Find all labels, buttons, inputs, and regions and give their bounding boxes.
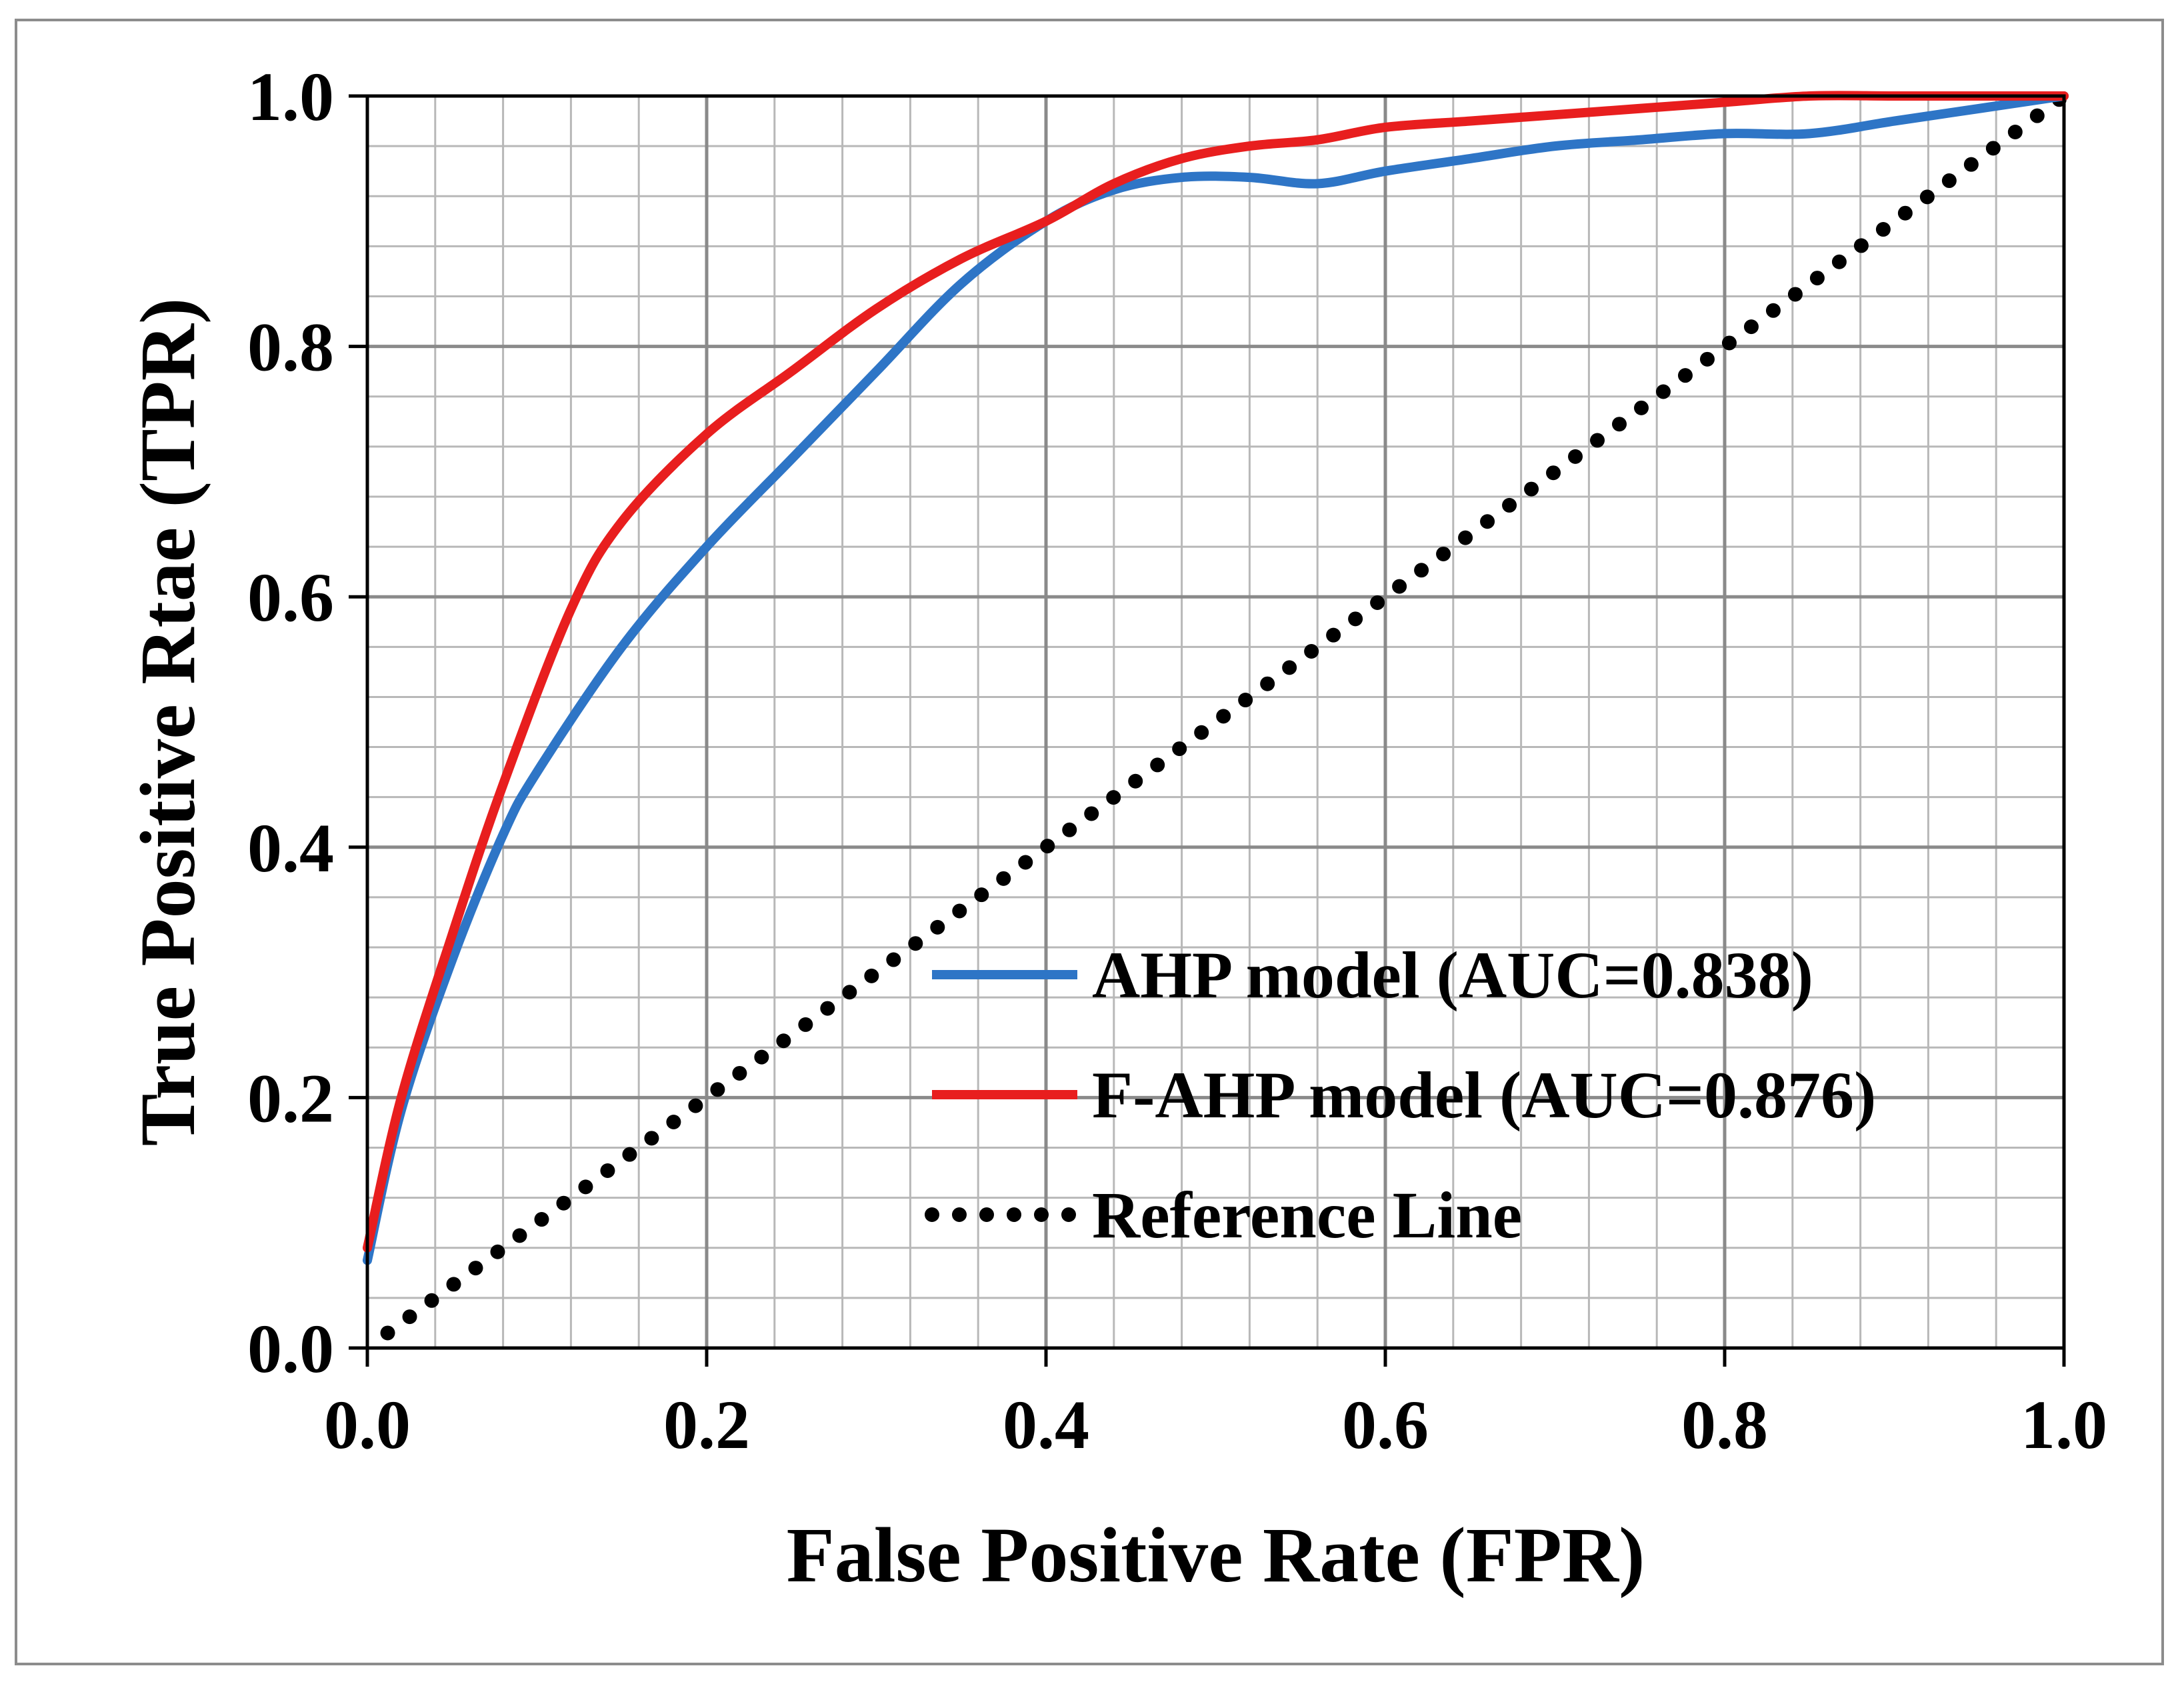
y-tick-label: 0.8	[247, 309, 334, 386]
y-tick-label: 0.4	[247, 810, 334, 887]
x-tick-label: 1.0	[2021, 1387, 2107, 1463]
y-axis-title: True Positive Rtae (TPR)	[124, 298, 211, 1147]
x-tick-label: 0.2	[663, 1387, 750, 1463]
plot-area	[367, 96, 2064, 1348]
legend-label: AHP model (AUC=0.838)	[1092, 938, 1813, 1012]
legend-item-ahp: AHP model (AUC=0.838)	[932, 938, 1813, 1012]
major-gridlines	[367, 96, 2064, 1348]
y-tick-label: 1.0	[247, 59, 334, 135]
x-axis-ticks: 0.0 0.2 0.4 0.6 0.8 1.0	[324, 1348, 2107, 1463]
chart-frame: 0.0 0.2 0.4 0.6 0.8 1.0 0.0 0.2 0.4 0.6 0.8 1.0 Fa…	[15, 19, 2164, 1665]
y-tick-label: 0.0	[247, 1311, 334, 1387]
x-tick-label: 0.4	[1003, 1387, 1089, 1463]
series-layer	[363, 89, 2071, 1341]
x-tick-label: 0.8	[1681, 1387, 1768, 1463]
x-axis-title: False Positive Rate (FPR)	[787, 1511, 1645, 1599]
legend-item-reference: Reference Line	[925, 1178, 1522, 1252]
legend-label: F-AHP model (AUC=0.876)	[1092, 1058, 1876, 1132]
minor-gridlines	[367, 96, 2064, 1348]
legend-item-f-ahp: F-AHP model (AUC=0.876)	[932, 1058, 1876, 1132]
y-tick-label: 0.2	[247, 1060, 334, 1137]
x-tick-label: 0.6	[1342, 1387, 1429, 1463]
plot-border	[365, 94, 2066, 1350]
x-tick-label: 0.0	[324, 1387, 411, 1463]
y-tick-label: 0.6	[247, 559, 334, 636]
y-axis-ticks: 0.0 0.2 0.4 0.6 0.8 1.0	[247, 59, 367, 1387]
legend: AHP model (AUC=0.838) F-AHP model (AUC=0.…	[925, 938, 1876, 1252]
reference-line	[380, 89, 2071, 1341]
f-ahp-series-line	[363, 91, 2069, 1253]
roc-chart: 0.0 0.2 0.4 0.6 0.8 1.0 0.0 0.2 0.4 0.6 0.8 1.0 Fa…	[124, 59, 2107, 1599]
legend-label: Reference Line	[1092, 1178, 1522, 1252]
